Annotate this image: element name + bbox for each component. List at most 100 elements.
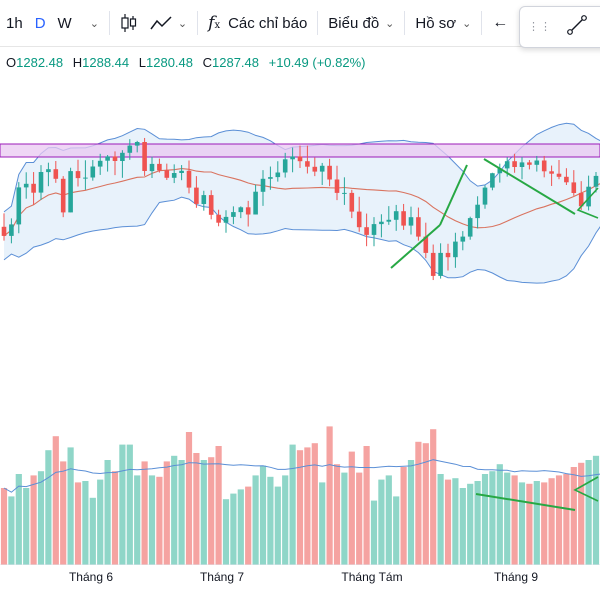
volume-bar [474,481,481,565]
volume-bar [319,482,326,565]
trend-line-annotation [439,164,468,226]
candle-body [349,192,355,212]
toolbar-divider [108,11,110,35]
volume-bar [407,460,415,565]
toolbar-divider [317,11,319,35]
candle-body [179,170,184,173]
candle-body [112,156,118,161]
interval-w-button[interactable]: W [52,0,78,46]
candle-body [475,204,480,219]
interval-d-label: D [34,14,46,32]
interval-d-button[interactable]: D [29,0,52,46]
candle-body [194,187,199,204]
candle-body [438,252,443,276]
candle-body [68,171,73,213]
candle-body [519,162,525,167]
volume-bar [289,444,296,565]
candle-body [527,162,532,165]
high-value: 1288.44 [82,55,130,70]
candle-body [90,166,96,178]
trend-line-icon [567,14,587,35]
moving-average-line [3,168,600,237]
candle-body [593,175,599,187]
volume-bar [385,475,392,565]
candle-body [253,191,258,215]
bollinger-lower-line [3,196,600,284]
chart-menu-button[interactable]: Biểu đồ ⌄ [322,0,400,46]
volume-bar [437,474,444,565]
volume-bar [585,460,592,565]
candle-body [16,187,22,225]
volume-bar [252,475,259,565]
candle-body [157,163,162,171]
volume-bar [363,446,370,565]
volume-bar [267,476,274,565]
candle-body [46,169,51,173]
line-chart-button[interactable]: ⌄ [144,0,193,46]
trend-line-tool-button[interactable] [566,14,588,41]
volume-bar [222,499,230,565]
undo-button[interactable]: ← [486,0,514,46]
volume-bar [15,474,22,565]
volume-bar [23,488,30,565]
interval-1h-button[interactable]: 1h [0,0,29,46]
volume-bar [208,457,215,565]
volume-bar [259,465,267,565]
toolbar-divider [404,11,406,35]
price-chart[interactable] [0,80,600,565]
volume-bar [533,481,540,565]
volume-bar [126,444,133,565]
candle-body [53,169,59,179]
chart-type-button[interactable] [114,0,144,46]
x-axis-label: Tháng 6 [68,570,114,584]
candle-body [105,156,110,161]
profile-menu-button[interactable]: Hồ sơ ⌄ [409,0,477,46]
volume-bar [156,476,163,565]
candle-body [490,173,495,188]
volume-bar [511,475,518,565]
indicators-button[interactable]: fx Các chỉ báo [202,0,313,46]
volume-bar [30,475,37,565]
candle-body [305,161,310,167]
candle-body [83,177,88,179]
volume-bar [134,475,141,565]
volume-bar [296,450,304,565]
candle-body [260,178,266,192]
candle-body [208,195,214,215]
candle-body [371,224,377,235]
candle-body [149,163,155,172]
volume-bar [504,472,511,565]
candle-body [9,224,14,236]
line-chart-icon [150,16,172,30]
low-value: 1280.48 [146,55,193,70]
volume-trend-annotation [475,493,576,511]
volume-bar [45,450,52,565]
candle-body [393,211,399,220]
candle-body [467,218,473,237]
trend-line-annotation [483,158,576,215]
candle-body [327,165,332,180]
volume-bar [8,496,15,565]
chart-menu-label: Biểu đồ [328,14,380,32]
candle-body [290,156,295,160]
volume-bar [526,483,533,565]
candle-body [275,172,281,178]
undo-icon: ← [492,14,509,31]
interval-dropdown-button[interactable]: ⌄ [78,0,105,46]
volume-arrow-annotation [573,476,599,502]
candle-body [401,211,406,226]
arrow-annotation [576,187,599,219]
volume-bar [548,478,555,565]
volume-bar [311,443,318,565]
volume-bar [60,461,67,565]
change-value: +10.49 (+0.82%) [268,55,366,70]
volume-bar [459,488,466,565]
bollinger-band-fill [4,123,600,284]
candle-body [186,170,192,188]
volume-bar [163,461,170,565]
candle-body [541,160,547,172]
candle-body [445,252,451,258]
volume-bar [592,455,600,565]
candle-body [1,226,7,236]
drag-handle-icon[interactable]: ⋮⋮ [528,21,552,33]
